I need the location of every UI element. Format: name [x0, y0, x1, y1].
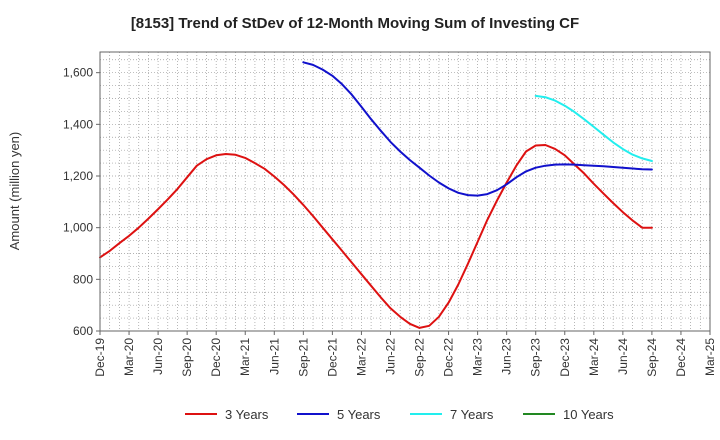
y-axis-label: Amount (million yen) [7, 132, 22, 251]
y-tick-label: 1,200 [63, 169, 93, 183]
series-line-2 [302, 61, 653, 197]
x-tick-label: Dec-23 [558, 338, 572, 377]
x-tick-label: Jun-20 [151, 338, 165, 375]
y-tick-label: 1,400 [63, 117, 93, 131]
x-tick-label: Mar-21 [238, 338, 252, 376]
x-tick-label: Dec-22 [442, 338, 456, 377]
y-tick-label: 800 [73, 272, 93, 286]
x-tick-label: Sep-20 [180, 338, 194, 377]
plot-area-frame [99, 51, 711, 332]
x-tick-label: Mar-23 [471, 338, 485, 376]
x-tick-label: Jun-23 [500, 338, 514, 375]
x-tick-label: Jun-24 [616, 338, 630, 375]
x-ticks: Dec-19 Mar-20 Jun-20 Sep-20 Dec-20 Mar-21 Jun-… [93, 331, 717, 377]
y-tick-label: 1,000 [63, 221, 93, 235]
grid [100, 52, 710, 331]
x-tick-label: Mar-25 [703, 338, 717, 376]
y-tick-label: 600 [73, 324, 93, 338]
x-tick-label: Jun-21 [267, 338, 281, 375]
x-tick-label: Sep-22 [413, 338, 427, 377]
legend-label-2: 5 Years [337, 407, 381, 422]
x-tick-label: Mar-22 [354, 338, 368, 376]
x-tick-label: Mar-20 [122, 338, 136, 376]
legend-label-3: 7 Years [450, 407, 494, 422]
legend-label-4: 10 Years [563, 407, 614, 422]
series-line-3 [534, 94, 653, 162]
legend-label-1: 3 Years [225, 407, 269, 422]
y-ticks: 600 800 1,000 1,200 1,400 1,600 [63, 66, 100, 338]
chart-title: [8153] Trend of StDev of 12-Month Moving… [131, 15, 579, 32]
x-tick-label: Dec-21 [325, 338, 339, 377]
y-tick-label: 1,600 [63, 66, 93, 80]
x-tick-label: Jun-22 [383, 338, 397, 375]
x-tick-label: Dec-19 [93, 338, 107, 377]
series-layer [99, 61, 653, 329]
series-line-1 [99, 144, 653, 329]
x-tick-label: Sep-24 [645, 338, 659, 377]
x-tick-label: Mar-24 [587, 338, 601, 376]
x-tick-label: Dec-24 [674, 338, 688, 377]
x-tick-label: Sep-23 [529, 338, 543, 377]
legend: 3 Years 5 Years 7 Years 10 Years [185, 407, 614, 422]
x-tick-label: Sep-21 [296, 338, 310, 377]
x-tick-label: Dec-20 [209, 338, 223, 377]
